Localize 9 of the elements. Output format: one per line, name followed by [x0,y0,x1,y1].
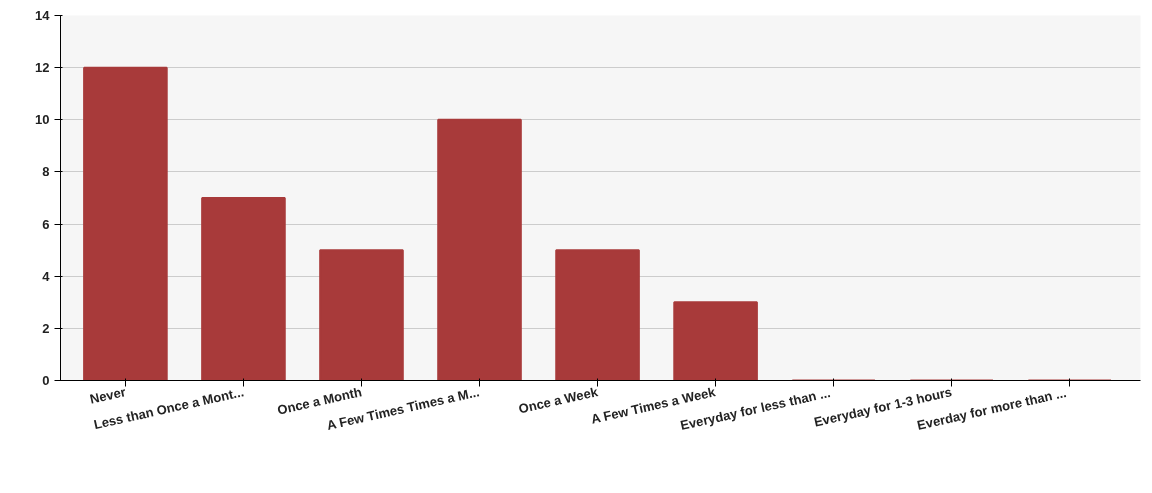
y-tick-label: 6 [42,216,50,232]
y-tick-label: 2 [42,320,50,336]
y-tick-label: 14 [35,8,51,23]
y-tick-label: 8 [42,164,50,180]
y-tick-label: 12 [35,60,50,76]
y-tick-label: 0 [42,373,50,388]
y-tick-label: 4 [42,268,51,284]
x-tick-label: Never [88,384,128,407]
y-tick-label: 10 [35,112,50,128]
